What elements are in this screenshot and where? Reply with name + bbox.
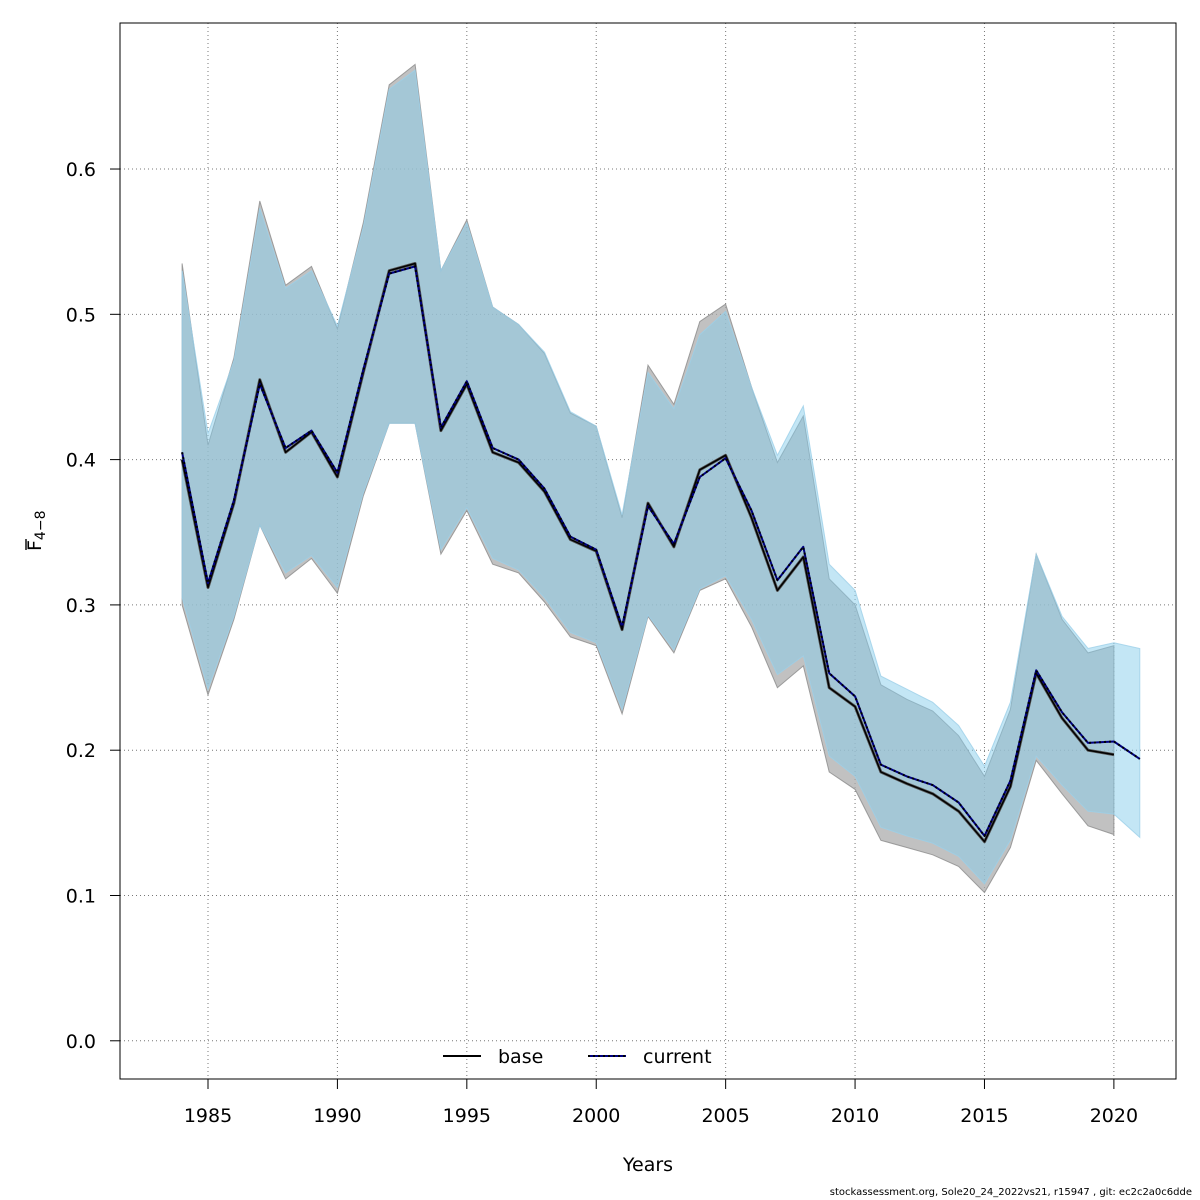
confidence-bands — [181, 63, 1141, 894]
x-tick-label-1985: 1985 — [184, 1105, 232, 1127]
y-axis-label-sub: 4−8 — [33, 511, 49, 541]
y-axis-ticks: 0.0 0.1 0.2 0.3 0.4 0.5 0.6 — [66, 159, 120, 1053]
y-tick-label-0.1: 0.1 — [66, 885, 96, 907]
y-tick-label-0.6: 0.6 — [66, 159, 96, 181]
series-lines — [180, 262, 1141, 844]
x-tick-label-2020: 2020 — [1090, 1105, 1138, 1127]
x-tick-label-1990: 1990 — [313, 1105, 361, 1127]
y-tick-label-0.5: 0.5 — [66, 304, 96, 326]
y-axis-label: F4−8 — [24, 511, 49, 551]
y-tick-label-0.2: 0.2 — [66, 740, 96, 762]
plot-border — [119, 22, 1177, 1080]
legend-base-label: base — [498, 1046, 543, 1068]
svg-text:F4−8: F4−8 — [24, 511, 49, 551]
x-tick-label-2005: 2005 — [701, 1105, 749, 1127]
line-base — [181, 262, 1115, 843]
x-tick-label-2010: 2010 — [831, 1105, 879, 1127]
y-tick-label-0.3: 0.3 — [66, 595, 96, 617]
x-axis-label: Years — [622, 1154, 673, 1176]
line-current-dots — [181, 265, 1141, 837]
footer-credit: stockassessment.org, Sole20_24_2022vs21,… — [829, 1187, 1192, 1198]
y-axis-label-main: F — [24, 540, 46, 551]
x-tick-label-2015: 2015 — [960, 1105, 1008, 1127]
legend-current-label: current — [643, 1046, 712, 1068]
band-current — [181, 69, 1141, 885]
x-tick-label-2000: 2000 — [572, 1105, 620, 1127]
legend: base current — [443, 1046, 712, 1068]
x-tick-label-1995: 1995 — [443, 1105, 491, 1127]
x-axis-ticks: 1985 1990 1995 2000 2005 2010 2015 2020 — [184, 1079, 1138, 1127]
y-tick-label-0.0: 0.0 — [66, 1031, 96, 1053]
y-tick-label-0.4: 0.4 — [66, 450, 96, 472]
